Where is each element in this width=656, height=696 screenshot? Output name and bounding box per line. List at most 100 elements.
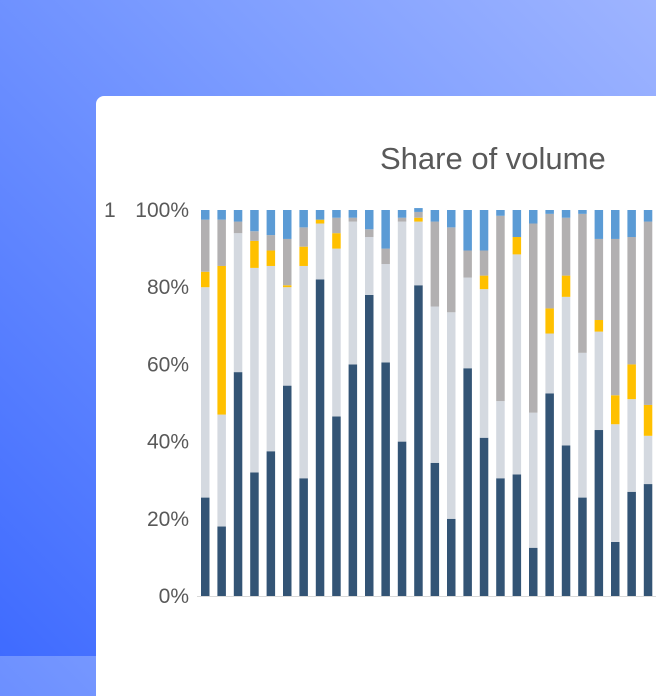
bar-segment-gray (545, 213, 554, 309)
bar-segment-lightgray (348, 221, 358, 365)
bar-segment-lightgray (479, 289, 489, 438)
bar-segment-blue (447, 210, 456, 228)
chart-title: Share of volume (380, 141, 606, 176)
bar-segment-blue (594, 210, 604, 239)
bar-segment-lightgray (545, 333, 554, 394)
bar-segment-lightgray (250, 267, 259, 473)
bar-segment-gray (529, 223, 538, 413)
bar-segment-yellow (512, 237, 522, 255)
bar-segment-gray (430, 221, 440, 307)
stacked-bar-chart: 0% 20% 40% 60% 80% 100% 1 (104, 199, 656, 608)
bar-segment-blue (201, 210, 210, 220)
bar-segment-lightgray (430, 306, 440, 463)
bar-segment-gray (348, 217, 358, 222)
bar-segment-navy (594, 430, 604, 596)
bar-segment-blue (233, 210, 243, 222)
bar-segment-blue (529, 210, 538, 224)
bar-segment-gray (561, 217, 571, 276)
bar-segment-lightgray (266, 265, 276, 452)
bar-segment-blue (512, 210, 522, 238)
bar-segment-lightgray (217, 414, 226, 527)
bar-segment-navy (430, 462, 440, 596)
bar-segment-lightgray (414, 221, 423, 286)
y-tick-label: 40% (147, 431, 189, 454)
bar-segment-navy (217, 526, 226, 596)
bar-segment-blue (217, 210, 226, 220)
bar-segment-yellow (643, 404, 653, 436)
bar-segment-blue (365, 210, 374, 230)
bar-segment-lightgray (627, 399, 636, 492)
bar-segment-blue (545, 210, 554, 214)
bar-segment-navy (414, 285, 423, 596)
bar-segment-navy (381, 362, 390, 596)
bar-segment-navy (365, 294, 374, 596)
bar-segment-yellow (414, 217, 423, 222)
bar-segment-blue (332, 210, 341, 218)
bar-segment-lightgray (496, 401, 505, 479)
bar-segment-gray (250, 231, 259, 241)
bar-segment-yellow (250, 240, 259, 268)
bar-segment-lightgray (283, 287, 292, 386)
bar-segment-blue (397, 210, 407, 218)
bar-segment-navy (529, 547, 538, 596)
bar-segment-lightgray (233, 233, 243, 373)
bar-segment-navy (266, 451, 276, 596)
bar-segment-gray (299, 227, 308, 247)
bar-segment-navy (332, 416, 341, 596)
bar-segment-lightgray (201, 287, 210, 498)
bar-segment-blue (627, 210, 636, 238)
bar-segment-navy (348, 364, 358, 596)
bar-segment-blue (496, 210, 505, 216)
bar-segment-lightgray (299, 265, 308, 479)
bar-segment-gray (594, 238, 604, 321)
bar-segment-gray (627, 237, 636, 365)
bar-segment-yellow (201, 271, 210, 288)
bar-segment-navy (447, 518, 456, 596)
bar-segment-gray (479, 250, 489, 276)
bar-segment-yellow (266, 250, 276, 266)
bar-segment-navy (627, 491, 636, 596)
bar-segment-navy (233, 372, 243, 596)
bar-segment-yellow (479, 275, 489, 290)
bar-segment-blue (283, 210, 292, 239)
y-tick-label: 100% (135, 199, 189, 222)
bar-segment-navy (463, 368, 472, 596)
bar-segment-lightgray (365, 237, 374, 295)
bar-segment-blue (299, 210, 308, 228)
bar-segment-gray (414, 211, 423, 218)
bar-segment-lightgray (611, 424, 620, 542)
bar-segment-navy (479, 437, 489, 596)
bar-segment-gray (365, 229, 374, 238)
y-tick-label: 0% (159, 585, 189, 608)
bar-segment-navy (643, 484, 653, 596)
bar-segment-yellow (315, 219, 325, 224)
bar-segment-navy (561, 445, 571, 596)
bar-segment-yellow (283, 285, 292, 288)
bar-segment-lightgray (332, 248, 341, 417)
bar-segment-yellow (594, 320, 604, 332)
bar-segment-gray (233, 221, 243, 234)
bar-segment-yellow (332, 233, 341, 249)
y-tick-label: 60% (147, 353, 189, 376)
bar-segment-blue (381, 210, 390, 249)
bar-segment-blue (250, 210, 259, 232)
bar-segment-blue (479, 210, 489, 251)
bar-segment-gray (283, 238, 292, 286)
bar-segment-lightgray (594, 331, 604, 431)
bar-segment-gray (447, 227, 456, 313)
bar-segment-yellow (545, 308, 554, 334)
bar-segment-gray (397, 217, 407, 222)
bar-segment-lightgray (512, 254, 522, 475)
bar-segment-blue (643, 210, 653, 222)
bar-segment-yellow (561, 275, 571, 297)
bar-segment-navy (496, 478, 505, 596)
bar-segment-yellow (217, 265, 226, 415)
bar-segment-gray (266, 235, 276, 251)
bar-segment-navy (283, 385, 292, 596)
bar-segment-lightgray (463, 277, 472, 369)
bar-segment-blue (266, 210, 276, 236)
bar-segment-navy (611, 541, 620, 596)
bar-segment-gray (217, 219, 226, 266)
bar-segment-yellow (299, 246, 308, 266)
bar-segment-blue (611, 210, 620, 239)
